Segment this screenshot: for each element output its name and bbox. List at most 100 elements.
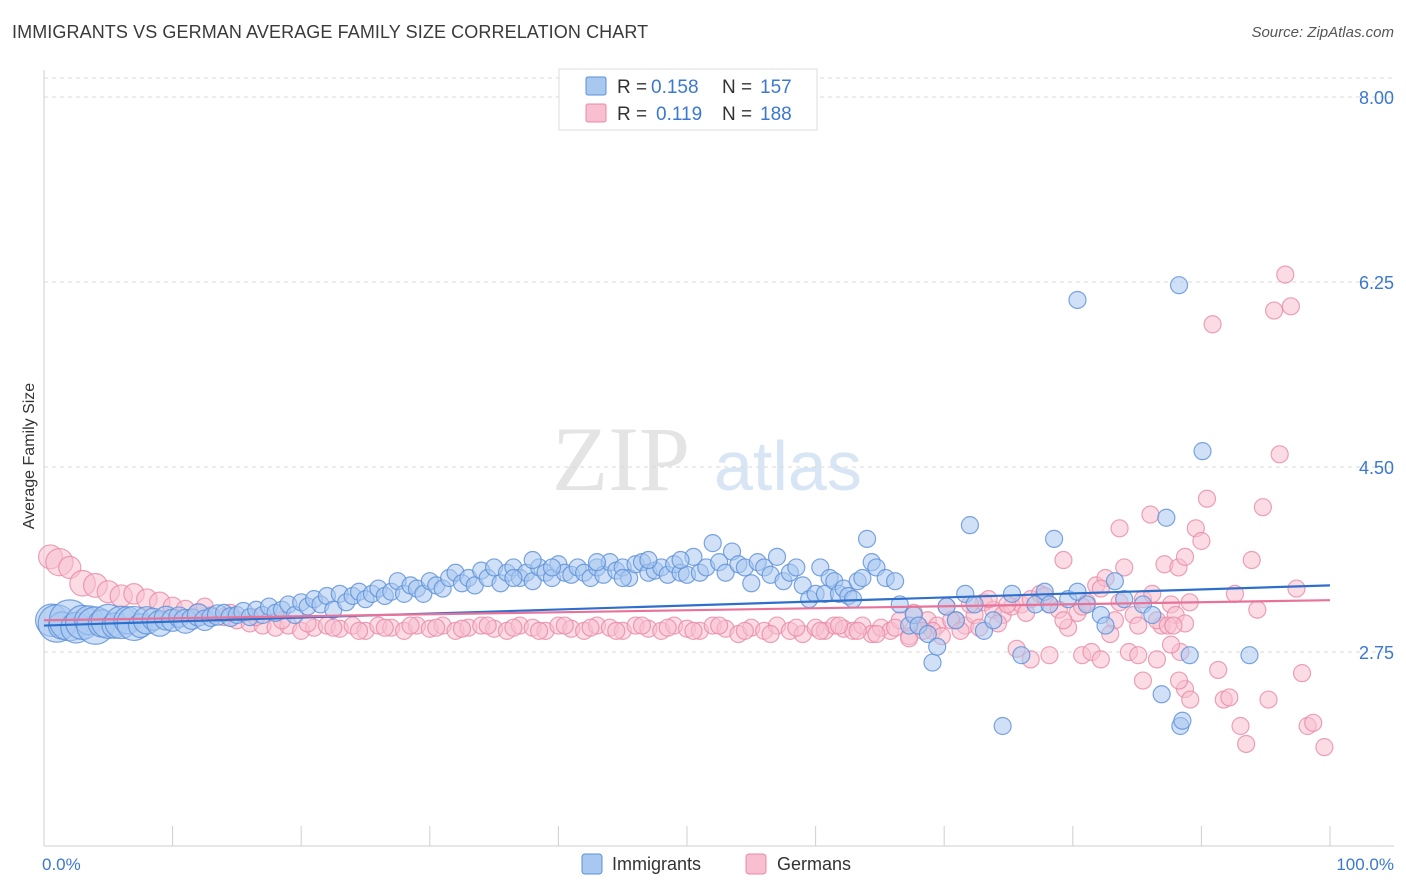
germans-point — [1054, 611, 1073, 630]
axes — [43, 70, 1394, 847]
germans-point — [375, 618, 394, 637]
germans-point — [1270, 445, 1289, 464]
germans-point — [658, 618, 677, 637]
germans-point — [1164, 616, 1183, 635]
watermark-zip: ZIP — [552, 408, 690, 510]
germans-point — [848, 621, 867, 640]
immigrants-point — [1044, 529, 1064, 548]
immigrants-point — [613, 568, 632, 588]
x-tick-label-min: 0.0% — [42, 855, 81, 874]
immigrants-swatch — [585, 76, 607, 96]
immigrants-point — [504, 568, 523, 588]
germans-point — [1304, 713, 1323, 732]
germans-point — [530, 621, 549, 640]
x-ticks — [172, 826, 1331, 846]
immigrants-point — [703, 534, 722, 553]
immigrants-r-label: R = — [617, 77, 647, 98]
immigrants-point — [767, 547, 787, 566]
immigrants-point — [1157, 508, 1176, 527]
legend-germans-label: Germans — [777, 854, 851, 874]
germans-point — [1203, 315, 1222, 334]
germans-point — [349, 621, 369, 640]
germans-point — [867, 624, 886, 644]
germans-point — [452, 619, 472, 638]
germans-point — [1276, 265, 1295, 284]
y-tick-label: 8.00 — [1359, 88, 1394, 108]
germans-point — [1110, 519, 1129, 538]
germans-point — [504, 618, 523, 637]
immigrants-n-value: 157 — [760, 77, 792, 98]
watermark-atlas: atlas — [714, 427, 862, 505]
germans-point — [1248, 600, 1267, 619]
immigrants-point — [885, 572, 905, 591]
y-axis-label: Average Family Size — [21, 383, 38, 530]
immigrants-point — [960, 516, 980, 535]
immigrants-point — [928, 637, 947, 656]
immigrants-point — [742, 574, 761, 593]
germans-point — [1129, 616, 1148, 635]
immigrants-point — [1068, 290, 1087, 310]
germans-point — [632, 616, 652, 635]
legend-immigrants-label: Immigrants — [612, 854, 701, 874]
y-tick-labels: 2.75 4.50 6.25 8.00 — [1359, 88, 1394, 663]
chart-title: IMMIGRANTS VS GERMAN AVERAGE FAMILY SIZE… — [12, 22, 649, 42]
germans-point — [761, 624, 780, 644]
germans-point — [1197, 489, 1217, 508]
germans-point — [1091, 650, 1110, 669]
immigrants-point — [523, 550, 542, 570]
germans-point — [1237, 734, 1256, 754]
immigrants-point — [1152, 685, 1171, 704]
germans-point — [1242, 550, 1261, 570]
immigrants-point — [671, 550, 690, 570]
germans-point — [1253, 498, 1273, 517]
germans-point — [1129, 646, 1148, 665]
immigrants-point — [857, 529, 877, 548]
germans-point — [1175, 547, 1195, 566]
germans-point — [427, 618, 446, 637]
germans-point — [1115, 558, 1134, 577]
germans-point — [1259, 690, 1278, 709]
immigrants-point — [890, 595, 909, 614]
trend-lines — [43, 584, 1331, 627]
germans-n-label: N = — [722, 104, 752, 125]
y-tick-label: 6.25 — [1359, 273, 1394, 293]
germans-r-value: 0.119 — [656, 104, 702, 125]
immigrants-trend-line — [43, 584, 1331, 627]
germans-point — [1169, 671, 1189, 690]
germans-point — [1192, 531, 1211, 551]
germans-point — [1141, 505, 1160, 524]
immigrants-point — [1180, 646, 1199, 665]
germans-point — [324, 618, 343, 637]
germans-point — [787, 618, 806, 637]
germans-point — [1315, 738, 1334, 757]
germans-trend-line — [43, 599, 1331, 622]
immigrants-point — [1115, 590, 1134, 609]
immigrants-point — [1096, 616, 1115, 635]
immigrants-point — [1240, 646, 1259, 665]
germans-point — [581, 618, 600, 637]
germans-point — [1040, 646, 1059, 665]
immigrants-point — [1002, 584, 1022, 603]
germans-point — [811, 621, 830, 640]
immigrants-point — [1068, 582, 1087, 601]
germans-point — [684, 621, 703, 640]
germans-point — [1220, 688, 1239, 707]
series-legend: Immigrants Germans — [581, 853, 851, 875]
immigrants-point — [787, 558, 806, 577]
germans-point — [607, 621, 626, 640]
germans-point — [710, 616, 729, 635]
immigrants-point — [993, 716, 1012, 736]
germans-point — [401, 616, 420, 635]
immigrants-point — [918, 624, 937, 644]
germans-n-value: 188 — [760, 104, 792, 125]
germans-point — [1181, 690, 1200, 709]
immigrants-point — [587, 553, 607, 572]
immigrants-n-label: N = — [722, 77, 752, 98]
germans-point — [1209, 660, 1228, 680]
immigrants-point — [923, 653, 942, 672]
germans-point — [735, 621, 754, 640]
germans-points — [37, 265, 1334, 757]
immigrants-point — [984, 611, 1003, 630]
germans-r-label: R = — [617, 104, 647, 125]
